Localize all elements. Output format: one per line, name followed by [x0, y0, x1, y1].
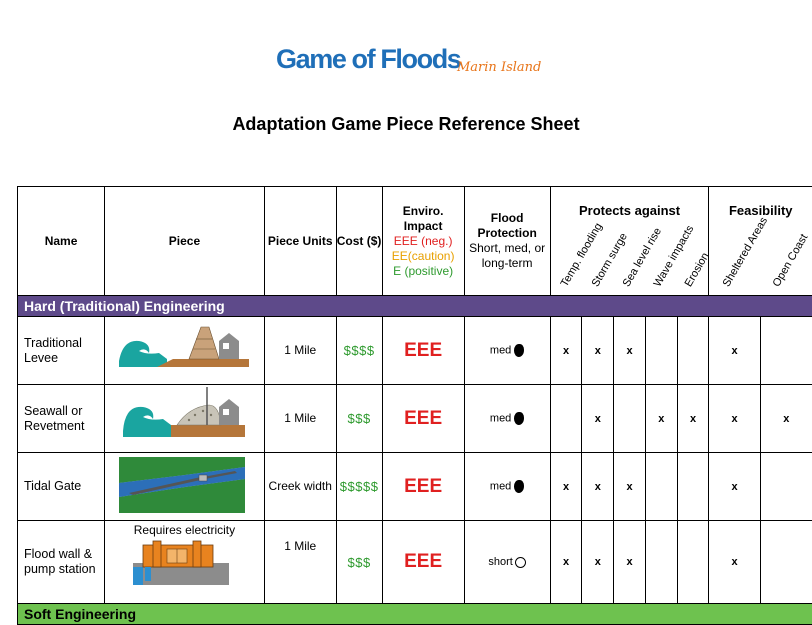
- row-protection: med: [464, 317, 550, 385]
- mark-erosion: [677, 453, 709, 521]
- protection-label: med: [490, 344, 511, 356]
- row-protection: med: [464, 453, 550, 521]
- mark-wave: [645, 453, 677, 521]
- col-piece: Piece: [105, 187, 265, 296]
- levee-illustration: [105, 317, 261, 381]
- col-cost: Cost ($): [336, 187, 382, 296]
- med-blob-icon: [514, 344, 524, 357]
- row-name: Flood wall & pump station: [18, 521, 105, 604]
- mark-slr: x: [614, 521, 646, 604]
- seawall-illustration: [105, 385, 261, 449]
- feas-sheltered-mark: x: [709, 521, 760, 604]
- feas-sheltered-mark: x: [709, 453, 760, 521]
- row-name: Seawall or Revetment: [18, 385, 105, 453]
- table-row: Flood wall & pump station Requires elect…: [18, 521, 812, 604]
- reference-table: Name Piece Piece Units Cost ($) Enviro. …: [17, 186, 812, 625]
- protects-title: Protects against: [551, 203, 709, 218]
- row-units: 1 Mile: [264, 521, 336, 604]
- mark-erosion: x: [677, 385, 709, 453]
- protection-label: med: [490, 480, 511, 492]
- piece-image-tidal-gate: [105, 453, 265, 521]
- row-units: Creek width: [264, 453, 336, 521]
- enviro-title: Enviro. Impact: [383, 204, 464, 234]
- mark-slr: [614, 385, 646, 453]
- mark-slr: x: [614, 453, 646, 521]
- logo-title: Game of Floods: [276, 44, 460, 75]
- piece-image-flood-wall: Requires electricity: [105, 521, 265, 604]
- row-enviro: EEE: [382, 317, 464, 385]
- enviro-neg: EEE (neg.): [383, 234, 464, 249]
- row-units: 1 Mile: [264, 317, 336, 385]
- row-protection: med: [464, 385, 550, 453]
- section-title: Hard (Traditional) Engineering: [18, 296, 812, 317]
- mark-surge: x: [582, 317, 614, 385]
- enviro-caution: EE(caution): [383, 249, 464, 264]
- mark-temp: x: [550, 453, 582, 521]
- flood-title: Flood Protection: [465, 211, 550, 241]
- row-protection: short: [464, 521, 550, 604]
- protection-label: short: [488, 556, 512, 568]
- mark-surge: x: [582, 385, 614, 453]
- mark-wave: x: [645, 385, 677, 453]
- logo-subtitle: Marin Island: [457, 60, 541, 75]
- feas-open-coast: Open Coast: [771, 232, 811, 289]
- table-row: Traditional Levee 1 Mile $$$$ EEE med x …: [18, 317, 812, 385]
- mark-wave: [645, 317, 677, 385]
- row-name: Traditional Levee: [18, 317, 105, 385]
- col-name: Name: [18, 187, 105, 296]
- short-ring-icon: [515, 557, 526, 568]
- mark-wave: [645, 521, 677, 604]
- feas-sheltered: Sheltered Areas: [721, 215, 771, 289]
- feas-open-mark: [760, 521, 812, 604]
- row-name: Tidal Gate: [18, 453, 105, 521]
- row-cost: $$$: [336, 385, 382, 453]
- med-blob-icon: [514, 480, 524, 493]
- mark-surge: x: [582, 453, 614, 521]
- mark-temp: [550, 385, 582, 453]
- section-hard: Hard (Traditional) Engineering: [18, 296, 812, 317]
- mark-erosion: [677, 317, 709, 385]
- pump-station-illustration: [105, 537, 261, 585]
- col-protects: Protects against Temp. flooding Storm su…: [550, 187, 709, 296]
- row-units: 1 Mile: [264, 385, 336, 453]
- mark-erosion: [677, 521, 709, 604]
- feas-open-mark: [760, 453, 812, 521]
- feas-open-mark: [760, 317, 812, 385]
- piece-image-levee: [105, 317, 265, 385]
- col-enviro: Enviro. Impact EEE (neg.) EE(caution) E …: [382, 187, 464, 296]
- col-feasibility: Feasibility Sheltered Areas Open Coast: [709, 187, 812, 296]
- header-row: Name Piece Piece Units Cost ($) Enviro. …: [18, 187, 812, 296]
- mark-slr: x: [614, 317, 646, 385]
- feas-sheltered-mark: x: [709, 317, 760, 385]
- protection-label: med: [490, 412, 511, 424]
- row-cost: $$$$: [336, 317, 382, 385]
- electricity-note: Requires electricity: [105, 523, 264, 537]
- mark-temp: x: [550, 521, 582, 604]
- col-units: Piece Units: [264, 187, 336, 296]
- row-enviro: EEE: [382, 385, 464, 453]
- table-row: Tidal Gate Creek width $$$$$ EEE med x x…: [18, 453, 812, 521]
- protect-erosion: Erosion: [682, 251, 711, 289]
- enviro-pos: E (positive): [383, 264, 464, 279]
- row-enviro: EEE: [382, 521, 464, 604]
- row-enviro: EEE: [382, 453, 464, 521]
- flood-desc: Short, med, or long-term: [465, 241, 550, 271]
- med-blob-icon: [514, 412, 524, 425]
- feas-sheltered-mark: x: [709, 385, 760, 453]
- tidal-gate-illustration: [105, 453, 261, 517]
- row-cost: $$$: [336, 521, 382, 604]
- col-flood: Flood Protection Short, med, or long-ter…: [464, 187, 550, 296]
- mark-surge: x: [582, 521, 614, 604]
- piece-image-seawall: [105, 385, 265, 453]
- feas-open-mark: x: [760, 385, 812, 453]
- table-row: Seawall or Revetment 1 Mile $$$ EEE med …: [18, 385, 812, 453]
- page-title: Adaptation Game Piece Reference Sheet: [0, 114, 812, 135]
- mark-temp: x: [550, 317, 582, 385]
- row-cost: $$$$$: [336, 453, 382, 521]
